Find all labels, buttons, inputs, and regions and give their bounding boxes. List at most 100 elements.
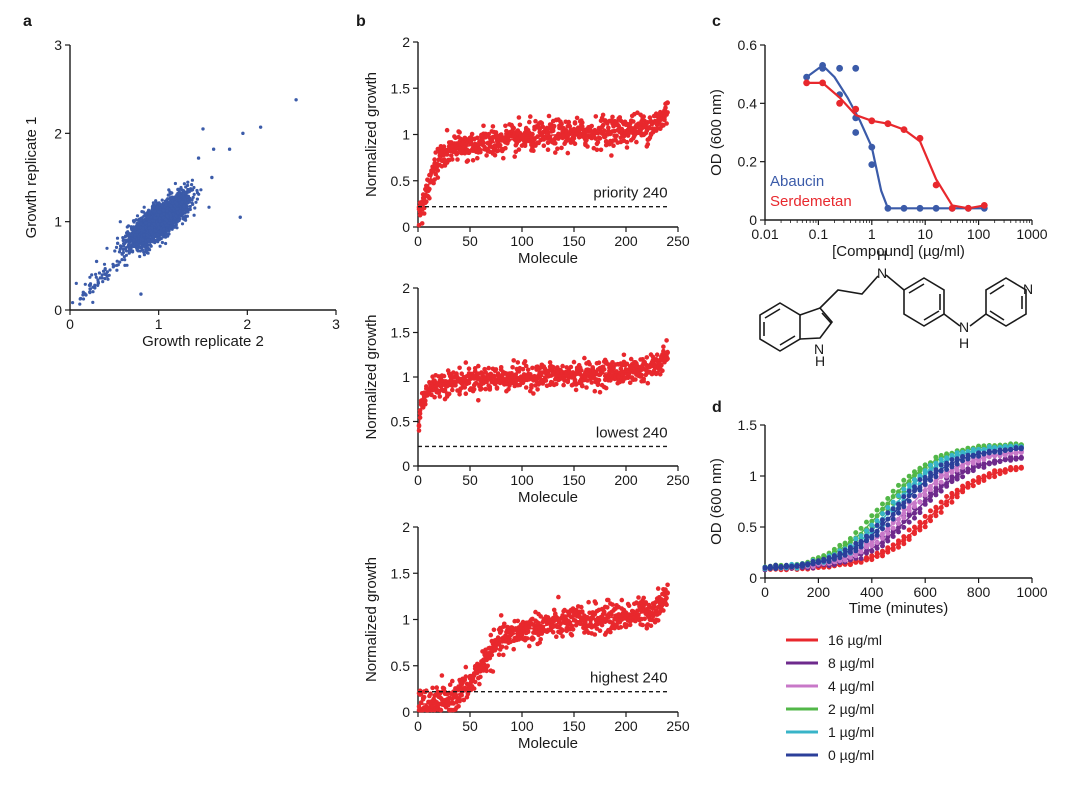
scatter-point — [661, 608, 666, 613]
scatter-point — [450, 678, 455, 684]
scatter-point — [597, 136, 603, 141]
scatter-point — [154, 201, 159, 205]
scatter-point — [165, 214, 169, 218]
scatter-point — [524, 636, 530, 641]
scatter-point — [434, 685, 440, 690]
scatter-point — [571, 359, 577, 365]
scatter-outlier-point — [201, 127, 205, 131]
scatter-points — [416, 338, 670, 433]
chart-b-priority-240: 0 50 100 150 200 25000.511.52MoleculeNormaliz… — [363, 34, 690, 267]
y-tick-label: 2 — [402, 280, 410, 296]
panel-letter-a: a — [23, 13, 32, 30]
scatter-point — [184, 214, 188, 218]
scatter-point — [162, 212, 166, 216]
scatter-point — [569, 633, 575, 638]
scatter-point — [115, 236, 120, 240]
y-tick-label: 2 — [54, 125, 62, 141]
y-tick-label: 1 — [402, 612, 410, 628]
scatter-point — [177, 192, 181, 197]
scatter-points — [416, 100, 670, 228]
scatter-point — [150, 208, 154, 212]
scatter-point — [441, 373, 447, 379]
scatter-point — [438, 707, 444, 713]
scatter-point — [594, 147, 600, 153]
scatter-point — [190, 178, 194, 182]
scatter-point — [186, 187, 190, 192]
scatter-point — [498, 613, 504, 618]
scatter-point — [457, 130, 462, 135]
x-tick-label: 200 — [614, 472, 638, 488]
scatter-points — [71, 98, 298, 306]
scatter-point — [150, 237, 154, 241]
scatter-point — [187, 190, 191, 194]
x-tick-label: 100 — [510, 472, 534, 488]
scatter-point — [492, 152, 498, 158]
y-tick-label: 2 — [402, 34, 410, 50]
scatter-point — [162, 227, 166, 231]
scatter-outlier-point — [258, 125, 263, 129]
scatter-point — [498, 628, 504, 634]
x-tick-label: 150 — [562, 718, 586, 734]
scatter-point — [624, 139, 630, 145]
x-tick-label: 1 — [868, 226, 876, 242]
scatter-point — [515, 618, 521, 624]
scatter-point — [531, 391, 536, 396]
scatter-point — [90, 273, 94, 277]
scatter-point — [477, 681, 482, 687]
x-tick-label: 50 — [462, 233, 478, 249]
scatter-point — [126, 238, 130, 242]
scatter-point — [96, 281, 100, 285]
x-tick-label: 150 — [562, 233, 586, 249]
scatter-point — [104, 273, 108, 277]
scatter-point — [478, 674, 483, 680]
scatter-point — [156, 222, 160, 227]
scatter-point — [175, 202, 179, 206]
x-tick-label: 0 — [414, 233, 422, 249]
scatter-point — [96, 278, 100, 282]
scatter-point — [158, 244, 162, 248]
scatter-point — [182, 204, 186, 209]
scatter-point — [139, 222, 143, 226]
scatter-point — [511, 646, 516, 652]
scatter-point — [608, 629, 613, 635]
scatter-point — [156, 213, 160, 217]
scatter-point — [118, 220, 122, 224]
scatter-point — [554, 634, 559, 639]
scatter-point — [585, 144, 590, 149]
scatter-point — [165, 209, 169, 213]
scatter-point — [456, 704, 461, 709]
x-tick-label: 150 — [562, 472, 586, 488]
x-tick-label: 50 — [462, 718, 478, 734]
scatter-point — [192, 213, 196, 217]
scatter-outlier-point — [294, 98, 298, 102]
scatter-point — [207, 205, 211, 209]
y-axis-label: Normalized growth — [363, 557, 380, 682]
scatter-point — [490, 669, 496, 674]
scatter-point — [560, 634, 565, 639]
scatter-point — [190, 188, 194, 192]
scatter-point — [597, 389, 603, 395]
scatter-point — [167, 221, 171, 225]
scatter-point — [168, 200, 172, 204]
scatter-point — [589, 380, 594, 385]
scatter-point — [631, 119, 636, 124]
scatter-point — [484, 668, 489, 674]
scatter-point — [479, 386, 484, 392]
scatter-point — [155, 235, 159, 239]
y-tick-label: 1.5 — [391, 80, 411, 96]
chart-b-highest-240: 0 50 100 150 200 25000.511.52MoleculeNormaliz… — [363, 519, 690, 752]
scatter-outlier-point — [241, 131, 245, 136]
scatter-point — [145, 233, 149, 237]
scatter-point — [523, 385, 529, 390]
scatter-point — [645, 142, 651, 147]
scatter-point — [469, 131, 475, 137]
scatter-point — [164, 203, 168, 207]
scatter-point — [135, 214, 140, 218]
scatter-point — [644, 626, 650, 631]
scatter-point — [522, 359, 528, 364]
scatter-outlier-point — [139, 292, 143, 296]
scatter-point — [103, 267, 107, 271]
scatter-point — [465, 691, 471, 697]
scatter-point — [510, 365, 515, 370]
scatter-point — [601, 367, 607, 372]
